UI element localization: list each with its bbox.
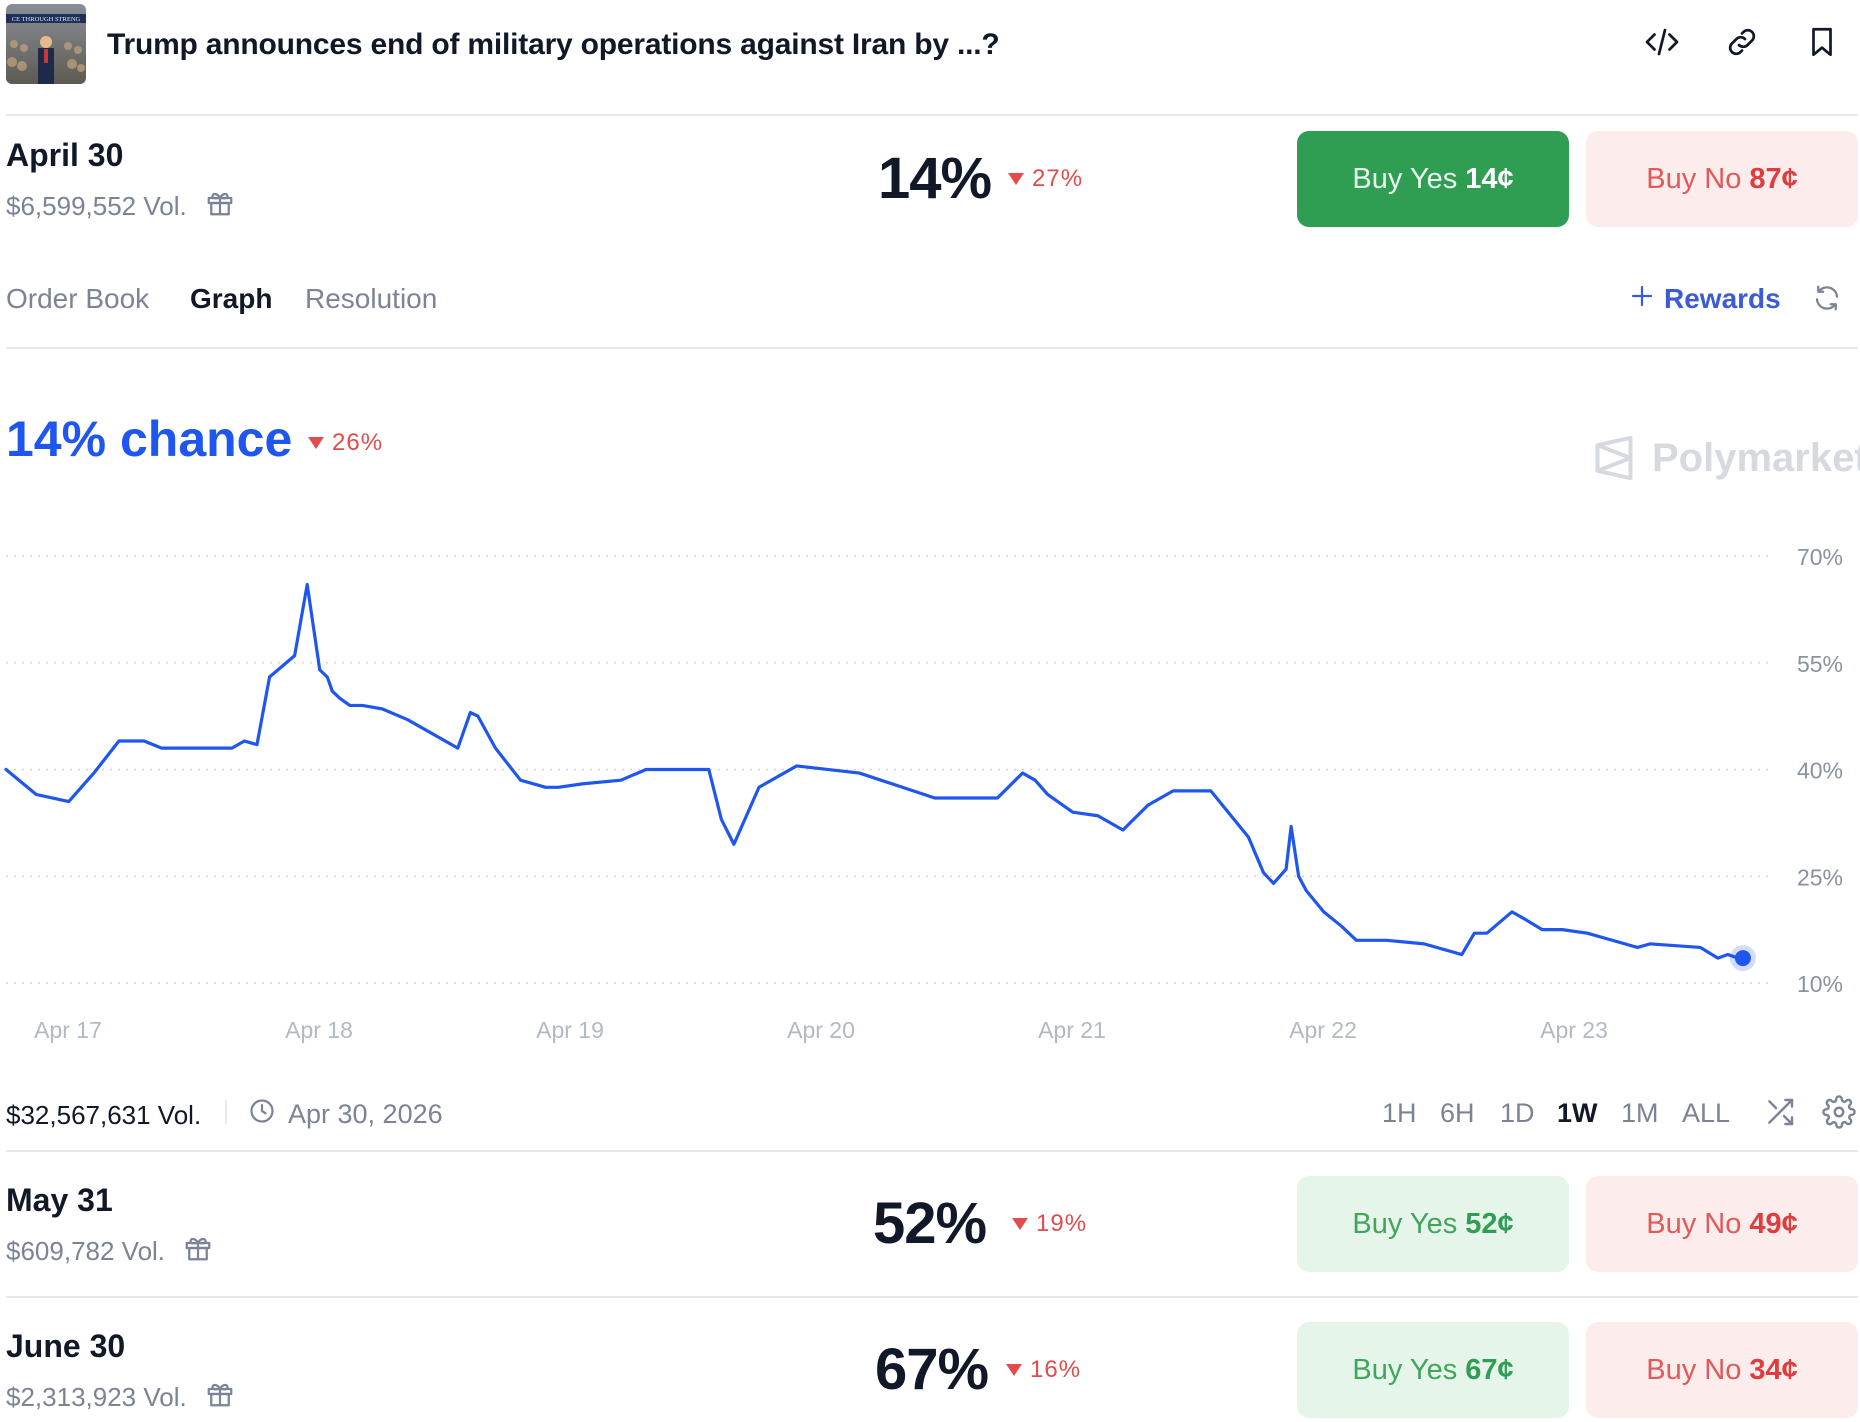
range-1d[interactable]: 1D [1500,1098,1535,1128]
chart-series-line [4,582,1745,960]
down-arrow-icon [1012,1218,1028,1230]
buy-no-label: Buy No [1646,1353,1742,1386]
outcome-volume-text: $609,782 Vol. [6,1236,166,1266]
buy-no-button[interactable]: Buy No 34¢ [1586,1322,1858,1418]
x-tick-label: Apr 23 [1540,1017,1608,1043]
thumbnail-banner-text: CE THROUGH STRENG [12,16,81,23]
outcome-change: 16% [1006,1356,1081,1384]
outcome-change-value: 16% [1030,1356,1082,1383]
tab-graph[interactable]: Graph [190,283,273,314]
buy-yes-label: Buy Yes [1352,1207,1458,1240]
price-chart[interactable]: 70% 55% 40% 25% 10% Apr 17 Apr 18 Apr 19 Apr 20 A… [0,520,1860,1050]
divider [6,1150,1858,1152]
range-all[interactable]: ALL [1682,1098,1731,1128]
separator [225,1100,227,1124]
y-tick-label: 70% [1797,544,1843,570]
polymarket-logo-icon [1595,435,1633,481]
buy-yes-button[interactable]: Buy Yes 67¢ [1297,1322,1569,1418]
market-thumbnail: CE THROUGH STRENG [6,4,86,84]
market-title: Trump announces end of military operatio… [107,28,1000,61]
y-tick-label: 55% [1797,651,1843,677]
buy-no-price: 87¢ [1749,162,1798,195]
code-embed-icon[interactable] [1642,22,1682,62]
buy-yes-button[interactable]: Buy Yes 14¢ [1297,131,1569,227]
total-volume: $32,567,631 Vol. [6,1100,202,1130]
divider [6,347,1858,349]
buy-no-price: 34¢ [1749,1353,1798,1386]
x-tick-label: Apr 17 [34,1017,102,1043]
x-tick-label: Apr 22 [1289,1017,1357,1043]
end-date-text: Apr 30, 2026 [288,1099,443,1129]
outcome-volume-text: $6,599,552 Vol. [6,191,187,221]
outcome-date: June 30 [6,1328,126,1364]
buy-yes-label: Buy Yes [1352,1353,1458,1386]
outcome-change-value: 27% [1032,165,1084,192]
outcome-volume: $2,313,923 Vol. [6,1379,235,1416]
gift-icon[interactable] [205,1379,235,1416]
buy-no-label: Buy No [1646,1207,1742,1240]
bookmark-icon[interactable] [1802,22,1842,62]
down-arrow-icon [1008,173,1024,185]
range-1m[interactable]: 1M [1621,1098,1659,1128]
plus-icon [1630,283,1654,315]
outcome-change-value: 19% [1036,1210,1088,1237]
refresh-icon[interactable] [1812,283,1846,317]
outcome-percent: 67% [875,1337,989,1402]
settings-gear-icon[interactable] [1822,1095,1858,1131]
tab-resolution[interactable]: Resolution [305,283,438,314]
x-tick-label: Apr 20 [787,1017,855,1043]
buy-yes-price: 14¢ [1465,162,1514,195]
range-1w[interactable]: 1W [1557,1098,1598,1128]
chart-current-point [1734,950,1751,967]
brand-name: Polymarket [1652,435,1860,480]
buy-yes-price: 52¢ [1465,1207,1514,1240]
polymarket-logo: Polymarket [1592,434,1860,482]
end-date: Apr 30, 2026 [248,1097,443,1132]
chance-change-value: 26% [332,429,384,456]
buy-no-label: Buy No [1646,162,1742,195]
buy-no-price: 49¢ [1749,1207,1798,1240]
outcome-percent: 14% [878,146,992,211]
buy-no-button[interactable]: Buy No 49¢ [1586,1176,1858,1272]
buy-yes-label: Buy Yes [1352,162,1458,195]
x-tick-label: Apr 21 [1038,1017,1106,1043]
x-tick-label: Apr 19 [536,1017,604,1043]
link-icon[interactable] [1722,22,1762,62]
tab-order-book[interactable]: Order Book [6,283,150,314]
rewards-button[interactable]: Rewards [1630,283,1781,315]
outcome-volume-text: $2,313,923 Vol. [6,1382,187,1412]
divider [6,114,1858,116]
y-tick-label: 10% [1797,971,1843,997]
down-arrow-icon [308,437,324,449]
outcome-volume: $609,782 Vol. [6,1233,213,1270]
clock-icon [248,1097,276,1132]
range-6h[interactable]: 6H [1440,1098,1475,1128]
outcome-change: 27% [1008,165,1083,193]
shuffle-icon[interactable] [1764,1096,1800,1132]
x-tick-label: Apr 18 [285,1017,353,1043]
y-tick-label: 40% [1797,758,1843,784]
outcome-date: April 30 [6,137,124,173]
range-1h[interactable]: 1H [1382,1098,1417,1128]
chance-change: 26% [308,429,383,457]
rewards-label: Rewards [1664,283,1781,314]
buy-yes-button[interactable]: Buy Yes 52¢ [1297,1176,1569,1272]
market-thumbnail-image: CE THROUGH STRENG [6,4,86,84]
buy-yes-price: 67¢ [1465,1353,1514,1386]
y-tick-label: 25% [1797,864,1843,890]
divider [6,1296,1858,1298]
gift-icon[interactable] [205,188,235,225]
chance-value: 14% chance [6,411,293,467]
outcome-change: 19% [1012,1210,1087,1238]
buy-no-button[interactable]: Buy No 87¢ [1586,131,1858,227]
outcome-volume: $6,599,552 Vol. [6,188,235,225]
outcome-percent: 52% [873,1191,987,1256]
gift-icon[interactable] [183,1233,213,1270]
down-arrow-icon [1006,1364,1022,1376]
outcome-date: May 31 [6,1182,113,1218]
